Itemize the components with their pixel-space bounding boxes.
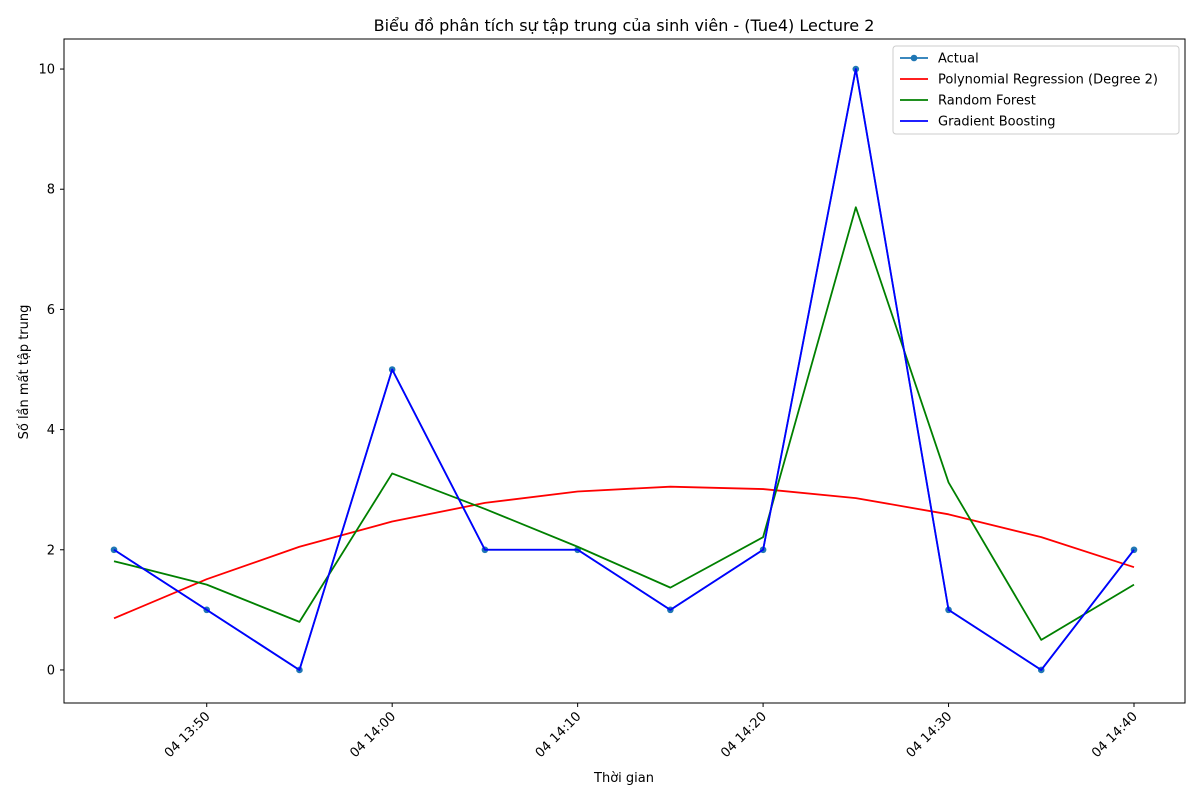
y-tick-label: 10	[38, 63, 55, 78]
y-tick-label: 2	[47, 543, 55, 558]
series-line-random-forest	[113, 206, 1135, 641]
y-tick-label: 4	[47, 423, 55, 438]
legend-label: Random Forest	[938, 94, 1036, 109]
legend-marker	[910, 54, 918, 62]
plot-frame	[63, 38, 1186, 704]
series-line-polynomial-regression-degree-2	[113, 485, 1135, 620]
chart-title: Biểu đồ phân tích sự tập trung của sinh …	[374, 16, 875, 35]
series-line-gradient-boosting	[113, 68, 1135, 671]
y-tick-label: 8	[47, 183, 55, 198]
y-tick-label: 6	[47, 303, 55, 318]
legend-box	[892, 45, 1180, 135]
y-axis-label: Số lần mất tập trung	[17, 305, 32, 440]
legend-label: Polynomial Regression (Degree 2)	[938, 73, 1158, 88]
legend-label: Gradient Boosting	[938, 115, 1056, 130]
y-tick-label: 0	[47, 663, 55, 678]
x-axis-label: Thời gian	[593, 771, 654, 786]
legend: Actual Polynomial Regression (Degree 2) Ra…	[892, 45, 1180, 135]
legend-label: Actual	[938, 52, 979, 67]
